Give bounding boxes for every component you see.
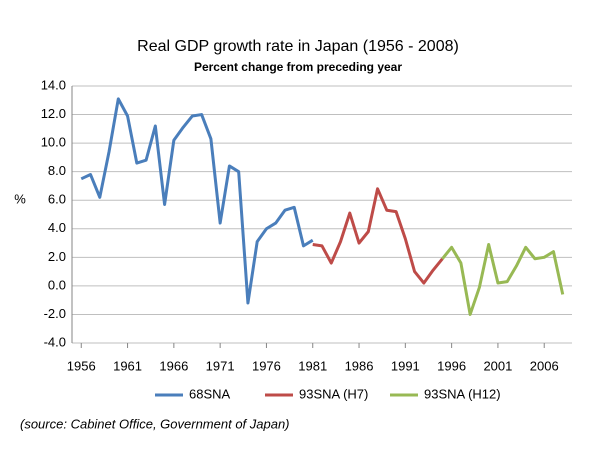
x-tick-label: 1981 bbox=[298, 358, 327, 373]
x-tick-label: 1961 bbox=[113, 358, 142, 373]
source-note: (source: Cabinet Office, Government of J… bbox=[20, 416, 290, 431]
x-tick-label: 1976 bbox=[252, 358, 281, 373]
y-tick-label: 0.0 bbox=[48, 277, 66, 292]
chart-subtitle: Percent change from preceding year bbox=[194, 60, 402, 74]
y-tick-label: 2.0 bbox=[48, 249, 66, 264]
y-tick-label: 14.0 bbox=[41, 77, 66, 92]
x-tick-label: 1996 bbox=[437, 358, 466, 373]
y-tick-label: 4.0 bbox=[48, 220, 66, 235]
y-axis-label: % bbox=[14, 191, 26, 206]
y-tick-label: -2.0 bbox=[44, 306, 66, 321]
y-tick-label: 8.0 bbox=[48, 163, 66, 178]
x-tick-label: 1956 bbox=[67, 358, 96, 373]
x-tick-label: 1971 bbox=[206, 358, 235, 373]
series-line bbox=[80, 97, 314, 305]
series-line bbox=[441, 242, 565, 316]
legend-label: 93SNA (H7) bbox=[299, 386, 368, 401]
y-tick-label: 6.0 bbox=[48, 192, 66, 207]
x-tick-label: 1966 bbox=[159, 358, 188, 373]
legend-label: 68SNA bbox=[189, 386, 231, 401]
x-tick-label: 1991 bbox=[391, 358, 420, 373]
x-tick-label: 2006 bbox=[530, 358, 559, 373]
y-tick-label: 10.0 bbox=[41, 135, 66, 150]
series-line bbox=[312, 187, 444, 285]
y-tick-label: 12.0 bbox=[41, 106, 66, 121]
x-tick-label: 2001 bbox=[483, 358, 512, 373]
chart-title: Real GDP growth rate in Japan (1956 - 20… bbox=[137, 38, 459, 55]
x-tick-label: 1986 bbox=[345, 358, 374, 373]
legend-label: 93SNA (H12) bbox=[424, 386, 501, 401]
y-tick-label: -4.0 bbox=[44, 334, 66, 349]
